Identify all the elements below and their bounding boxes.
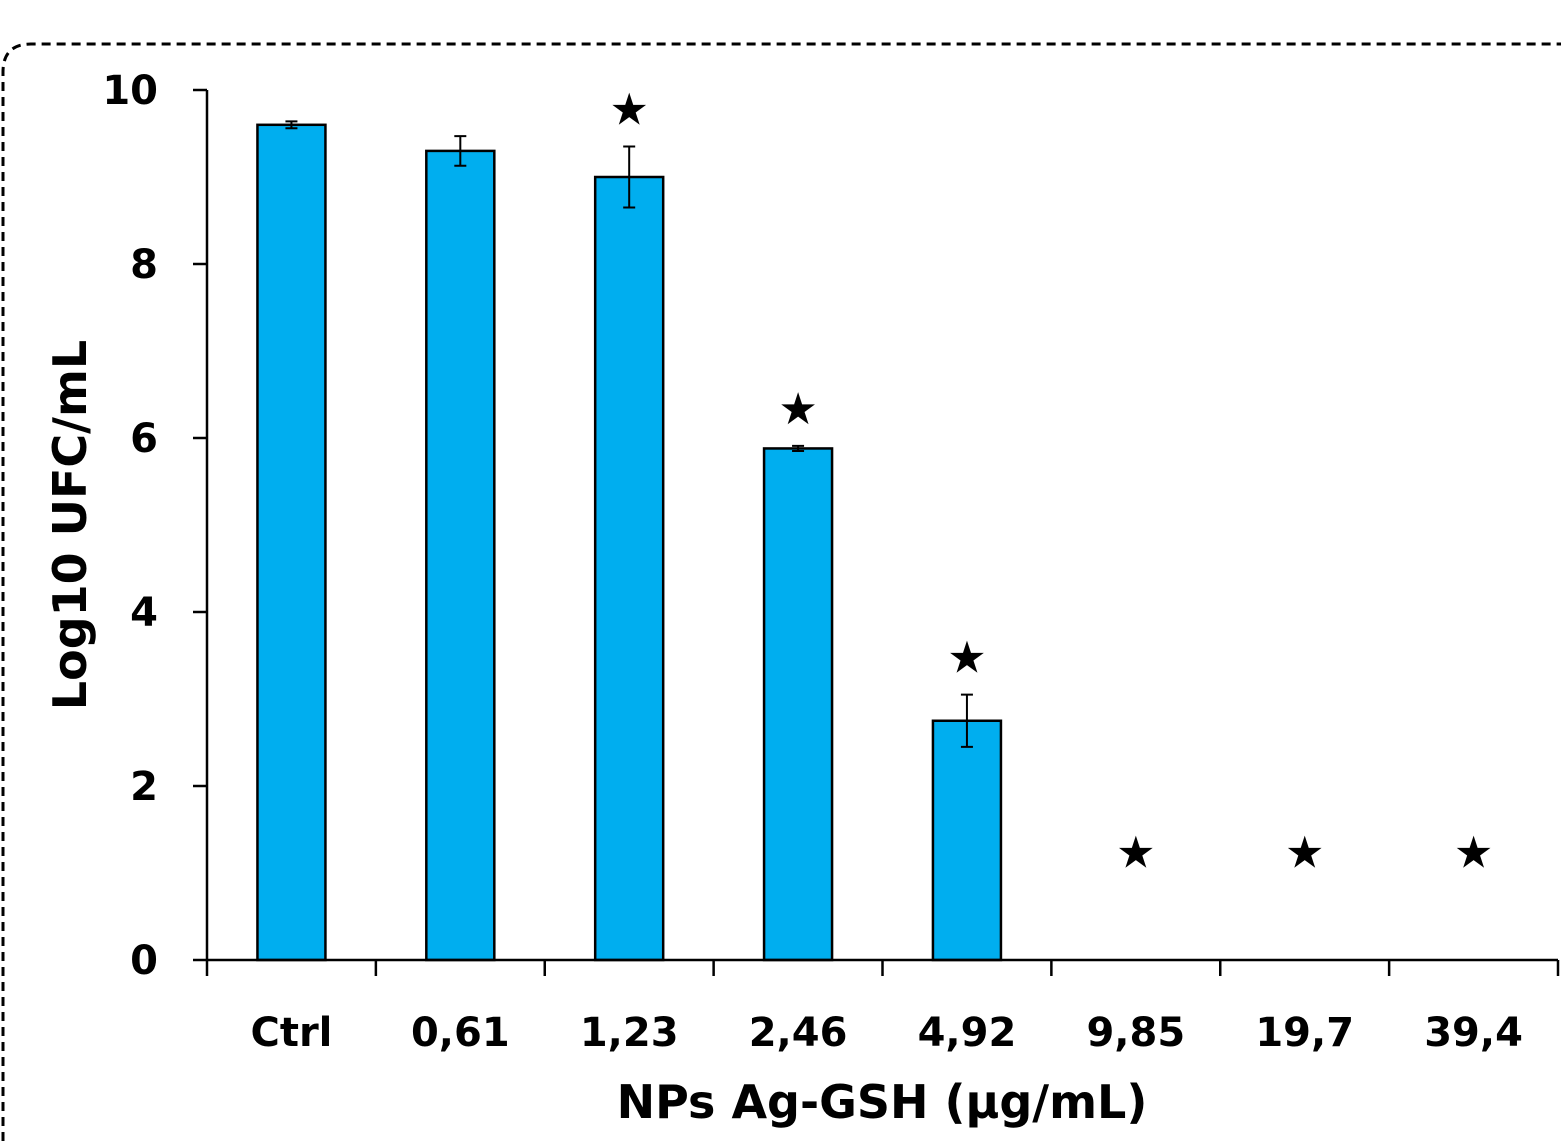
significance-star-4: ★ — [947, 633, 986, 684]
y-tick-label-5: 10 — [102, 68, 158, 114]
bar-4 — [931, 719, 1003, 962]
error-bar-2 — [623, 145, 636, 209]
x-tick-label-1: 0,61 — [411, 1010, 510, 1056]
x-axis-title: NPs Ag-GSH (µg/mL) — [617, 1075, 1148, 1129]
error-bar-4 — [960, 693, 973, 748]
x-tick-label-0: Ctrl — [250, 1010, 332, 1056]
x-tick-label-7: 39,4 — [1424, 1010, 1523, 1056]
significance-star-2: ★ — [609, 85, 648, 136]
axes — [193, 88, 1560, 976]
dashed-frame — [1, 42, 1561, 1141]
error-bar-1 — [454, 135, 467, 167]
bar-3 — [762, 447, 834, 962]
x-tick-label-6: 19,7 — [1255, 1010, 1354, 1056]
tick-labels: 0 2 4 6 8 10 Ctrl 0,61 1,23 2,46 4,92 9,85 19,7 39,4 — [102, 68, 1523, 1056]
x-tick-label-2: 1,23 — [580, 1010, 679, 1056]
bar-2 — [593, 175, 665, 962]
x-tick-label-5: 9,85 — [1086, 1010, 1185, 1056]
error-bar-3 — [792, 444, 805, 453]
y-tick-label-0: 0 — [130, 938, 158, 984]
significance-star-7: ★ — [1454, 827, 1493, 878]
error-bars — [285, 120, 973, 748]
y-axis-title: Log10 UFC/mL — [43, 340, 97, 710]
bar-1 — [425, 149, 496, 962]
x-tick-label-4: 4,92 — [918, 1010, 1017, 1056]
significance-star-5: ★ — [1116, 827, 1155, 878]
y-tick-label-3: 6 — [130, 416, 158, 462]
y-tick-label-2: 4 — [130, 590, 158, 636]
error-bar-0 — [285, 120, 298, 130]
significance-star-3: ★ — [778, 384, 817, 435]
significance-star-6: ★ — [1285, 827, 1324, 878]
bar-0 — [256, 123, 327, 962]
bars — [256, 123, 1003, 962]
y-tick-label-4: 8 — [130, 242, 158, 288]
x-tick-label-3: 2,46 — [749, 1010, 848, 1056]
significance-markers: ★ ★ ★ ★ ★ ★ — [609, 85, 1493, 879]
y-tick-label-1: 2 — [130, 764, 158, 810]
